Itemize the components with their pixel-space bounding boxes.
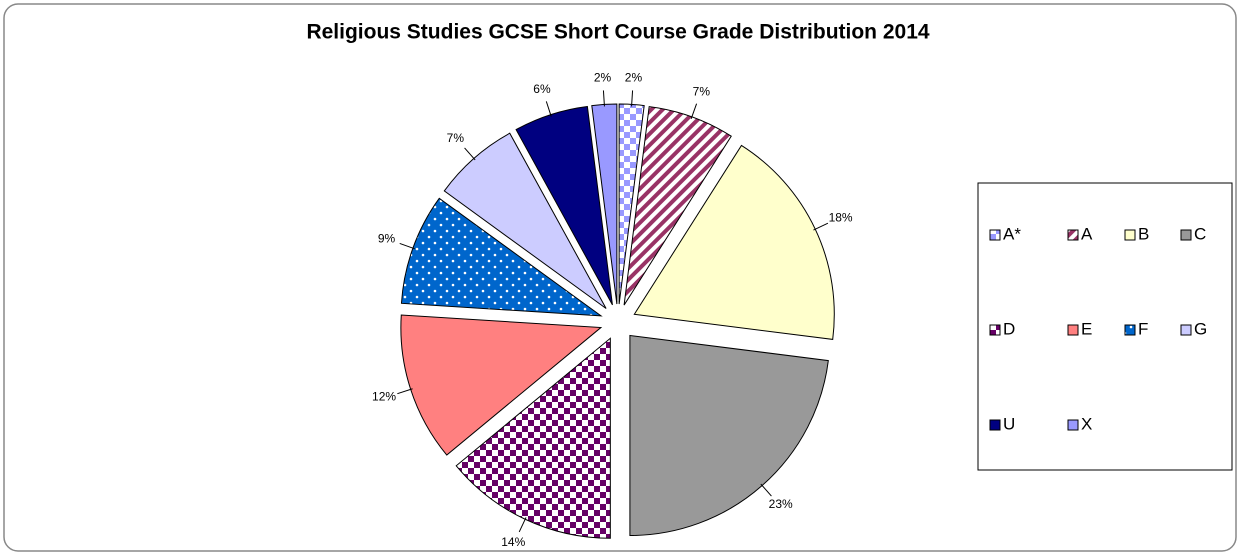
data-label: 2% bbox=[625, 71, 643, 85]
leader-line bbox=[399, 242, 415, 250]
data-label: 14% bbox=[501, 535, 525, 549]
legend-label: E bbox=[1081, 319, 1092, 338]
legend-swatch bbox=[1124, 324, 1136, 336]
legend-label: B bbox=[1138, 224, 1149, 243]
data-label: 18% bbox=[829, 210, 853, 224]
data-label: 9% bbox=[378, 232, 396, 246]
legend-swatch bbox=[989, 324, 1001, 336]
legend-swatch bbox=[1067, 419, 1079, 431]
data-label: 12% bbox=[372, 390, 396, 404]
leader-line bbox=[397, 388, 413, 395]
legend-label: A* bbox=[1003, 224, 1021, 243]
legend-swatch bbox=[1180, 324, 1192, 336]
leader-line bbox=[813, 222, 829, 231]
legend-swatch bbox=[989, 229, 1001, 241]
data-label: 7% bbox=[693, 85, 711, 99]
leader-line bbox=[631, 90, 634, 107]
legend-label: F bbox=[1138, 319, 1148, 338]
legend-label: C bbox=[1194, 224, 1206, 243]
leader-line bbox=[760, 483, 772, 497]
legend-label: D bbox=[1003, 319, 1015, 338]
leader-line bbox=[690, 103, 698, 119]
data-label: 6% bbox=[533, 82, 551, 96]
leader-line bbox=[545, 101, 552, 117]
data-label: 7% bbox=[447, 131, 465, 145]
chart-title: Religious Studies GCSE Short Course Grad… bbox=[306, 21, 929, 44]
legend-label: A bbox=[1081, 224, 1093, 243]
legend-swatch bbox=[989, 419, 1001, 431]
legend-label: G bbox=[1194, 319, 1207, 338]
legend-label: U bbox=[1003, 414, 1015, 433]
legend-swatch bbox=[1180, 229, 1192, 241]
data-label: 2% bbox=[594, 71, 612, 85]
data-label: 23% bbox=[769, 497, 793, 511]
leader-line bbox=[518, 517, 527, 533]
legend-swatch bbox=[1067, 324, 1079, 336]
leader-line bbox=[602, 90, 605, 107]
legend-swatch bbox=[1124, 229, 1136, 241]
legend-label: X bbox=[1081, 414, 1092, 433]
legend-swatch bbox=[1067, 229, 1079, 241]
leader-line bbox=[464, 147, 476, 161]
